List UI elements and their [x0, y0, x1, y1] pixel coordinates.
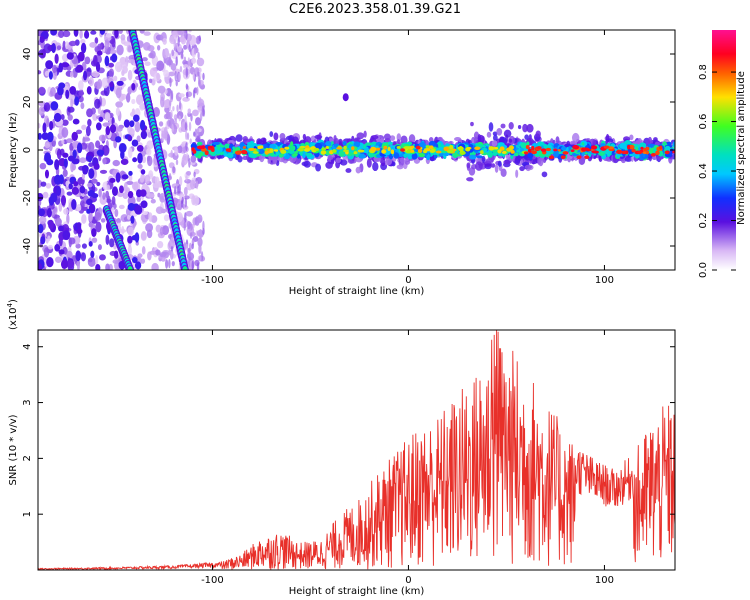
- snr-series: [38, 330, 675, 570]
- main-band: [190, 121, 675, 182]
- x-tick-label: -100: [201, 275, 224, 286]
- y-tick-label: 4: [22, 344, 33, 350]
- x-tick-label: -100: [201, 575, 224, 586]
- y-tick-label: 40: [22, 48, 33, 61]
- colorbar-tick-label: 0.6: [698, 114, 709, 130]
- x-tick-label: 0: [405, 275, 411, 286]
- diagonal-stripe: [102, 205, 135, 270]
- colorbar-gradient: [712, 30, 736, 270]
- colorbar-tick-label: 0.4: [698, 163, 709, 179]
- x-tick-label: 100: [595, 275, 614, 286]
- x-tick-label: 0: [405, 575, 411, 586]
- colorbar: 0.0 0.2 0.4 0.6 0.8 Normalized spectral ampli…: [698, 30, 747, 278]
- y-tick-label: 0: [22, 147, 33, 153]
- snr-line: [38, 330, 675, 570]
- spectrogram-image: [38, 30, 675, 270]
- y-tick-label: -40: [22, 238, 33, 254]
- x-axis-label: Height of straight line (km): [289, 286, 425, 297]
- y-tick-label: 1: [22, 511, 33, 517]
- snr-plot: -100 0 100 1 2 3 4 Height of straight line (km)…: [6, 299, 676, 597]
- y-axis-label: Frequency (Hz): [8, 112, 19, 188]
- colorbar-label: Normalized spectral amplitude: [736, 71, 747, 225]
- colorbar-tick-label: 0.0: [698, 262, 709, 278]
- diagonal-stripe: [128, 30, 189, 270]
- spectrogram-plot: -100 0 100 -40 -20 0 20 40 Height of straight li…: [8, 29, 676, 297]
- bottom-plot-frame: [37, 329, 676, 571]
- y-tick-label: -20: [22, 190, 33, 206]
- y-axis-label: SNR (10 * v/v): [8, 414, 19, 485]
- y-scale-label: (x104): [6, 299, 19, 330]
- x-axis-label: Height of straight line (km): [289, 586, 425, 597]
- y-tick-label: 3: [22, 399, 33, 405]
- y-tick-label: 2: [22, 455, 33, 461]
- y-tick-label: 20: [22, 96, 33, 109]
- chart-title: C2E6.2023.358.01.39.G21: [288, 2, 462, 17]
- x-tick-label: 100: [595, 575, 614, 586]
- isolated-blob: [342, 93, 349, 102]
- colorbar-tick-label: 0.8: [698, 64, 709, 80]
- colorbar-tick-label: 0.2: [698, 213, 709, 229]
